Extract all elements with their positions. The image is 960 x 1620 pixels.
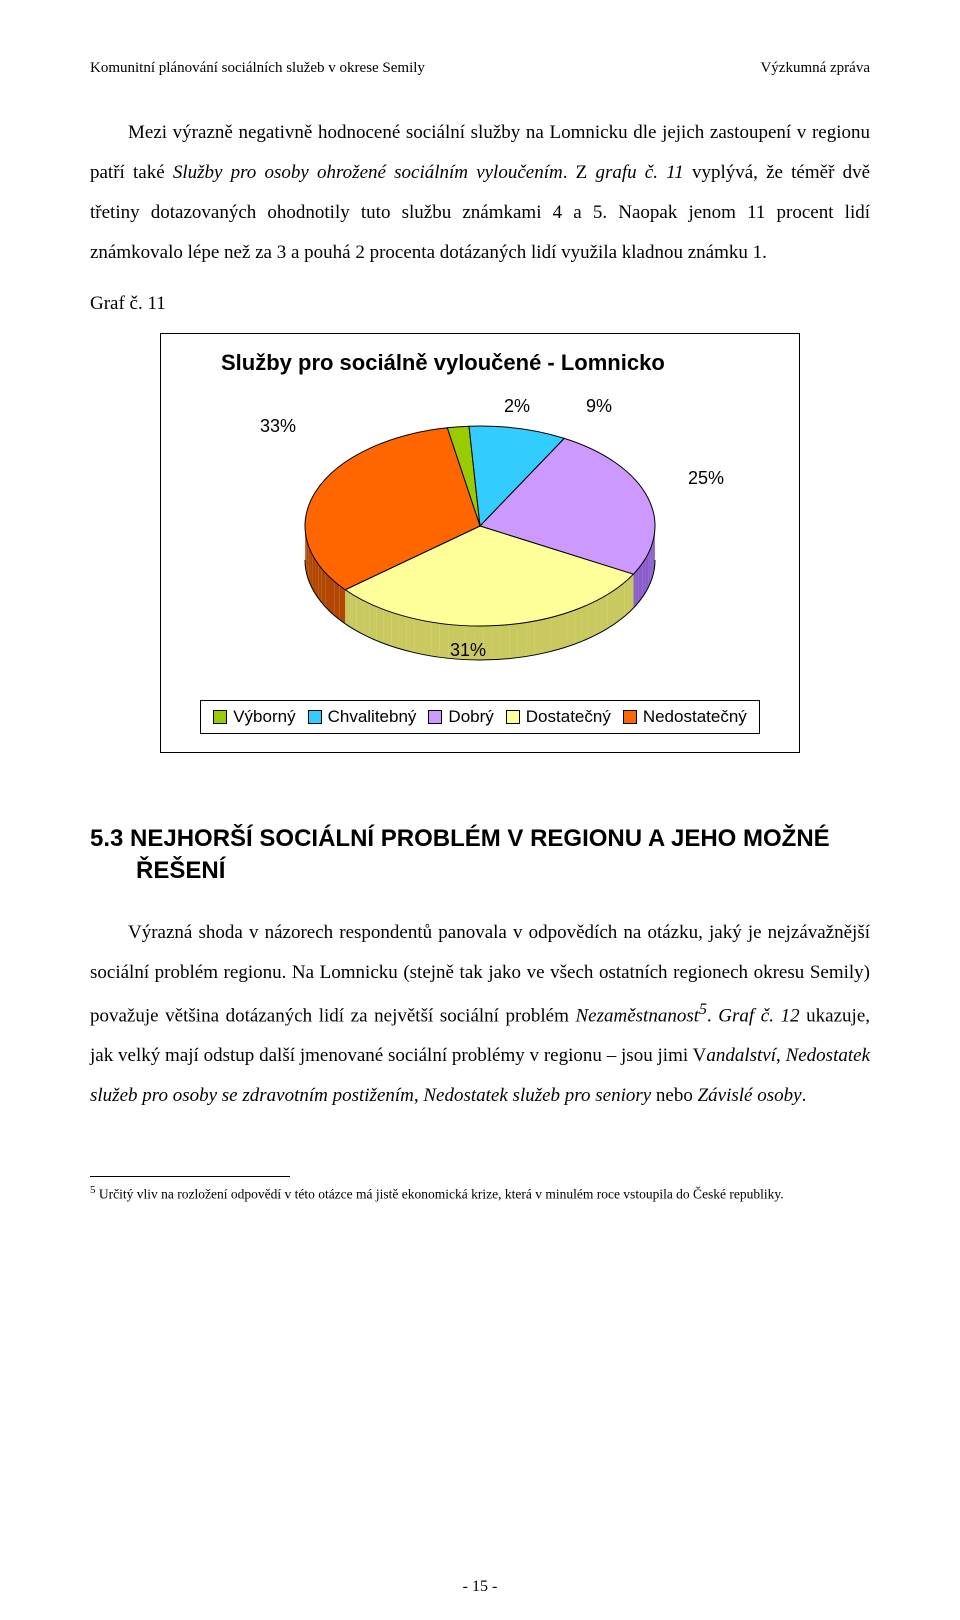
p2-i2: Graf č. 12 [718, 1005, 799, 1026]
legend-label: Výborný [233, 707, 295, 727]
footnote-5: 5 Určitý vliv na rozložení odpovědí v té… [90, 1183, 870, 1204]
pct-2: 2% [504, 396, 530, 417]
section-heading-5-3: 5.3 NEJHORŠÍ SOCIÁLNÍ PROBLÉM V REGIONU … [90, 823, 870, 888]
pct-25: 25% [688, 468, 724, 489]
chart-label: Graf č. 11 [90, 293, 870, 315]
swatch [506, 710, 520, 724]
legend-item: Chvalitebný [308, 707, 417, 727]
footnote-divider [90, 1176, 290, 1177]
pie-chart: 2% 9% 25% 31% 33% [240, 386, 720, 686]
footnote-ref-5: 5 [699, 1001, 707, 1018]
p2-i5: Nedostatek služeb pro seniory [423, 1085, 651, 1106]
legend-label: Dostatečný [526, 707, 611, 727]
footnote-text: Určitý vliv na rozložení odpovědí v této… [96, 1187, 784, 1202]
swatch [623, 710, 637, 724]
p2-d: , [776, 1045, 786, 1066]
legend-item: Výborný [213, 707, 295, 727]
legend-label: Chvalitebný [328, 707, 417, 727]
header-left: Komunitní plánování sociálních služeb v … [90, 60, 425, 77]
pct-33: 33% [260, 416, 296, 437]
p2-f: nebo [651, 1085, 697, 1106]
legend-label: Dobrý [448, 707, 493, 727]
legend-item: Dostatečný [506, 707, 611, 727]
p2-e: , [414, 1085, 424, 1106]
p2-i3: andalství [706, 1045, 776, 1066]
p2-g: . [802, 1085, 807, 1106]
paragraph-1: Mezi výrazně negativně hodnocené sociáln… [90, 113, 870, 273]
header-right: Výzkumná zpráva [760, 60, 870, 77]
pct-31: 31% [450, 640, 486, 661]
p1-italic-2: grafu č. 11 [595, 162, 683, 183]
legend-item: Dobrý [428, 707, 493, 727]
swatch [428, 710, 442, 724]
paragraph-2: Výrazná shoda v názorech respondentů pan… [90, 913, 870, 1116]
page-header: Komunitní plánování sociálních služeb v … [90, 60, 870, 77]
swatch [308, 710, 322, 724]
p1-italic-1: Služby pro osoby ohrožené sociálním vylo… [173, 162, 563, 183]
chart-legend: Výborný Chvalitebný Dobrý Dostatečný Ned… [200, 700, 760, 734]
legend-item: Nedostatečný [623, 707, 747, 727]
pct-9: 9% [586, 396, 612, 417]
p2-b: . [707, 1005, 718, 1026]
chart-container: Služby pro sociálně vyloučené - Lomnicko… [160, 333, 800, 753]
page-number: - 15 - [0, 1578, 960, 1596]
swatch [213, 710, 227, 724]
p2-i1: Nezaměstnanost [576, 1005, 700, 1026]
legend-label: Nedostatečný [643, 707, 747, 727]
chart-title: Služby pro sociálně vyloučené - Lomnicko [221, 350, 779, 376]
p2-i6: Závislé osoby [698, 1085, 802, 1106]
p1-b: . Z [563, 162, 596, 183]
